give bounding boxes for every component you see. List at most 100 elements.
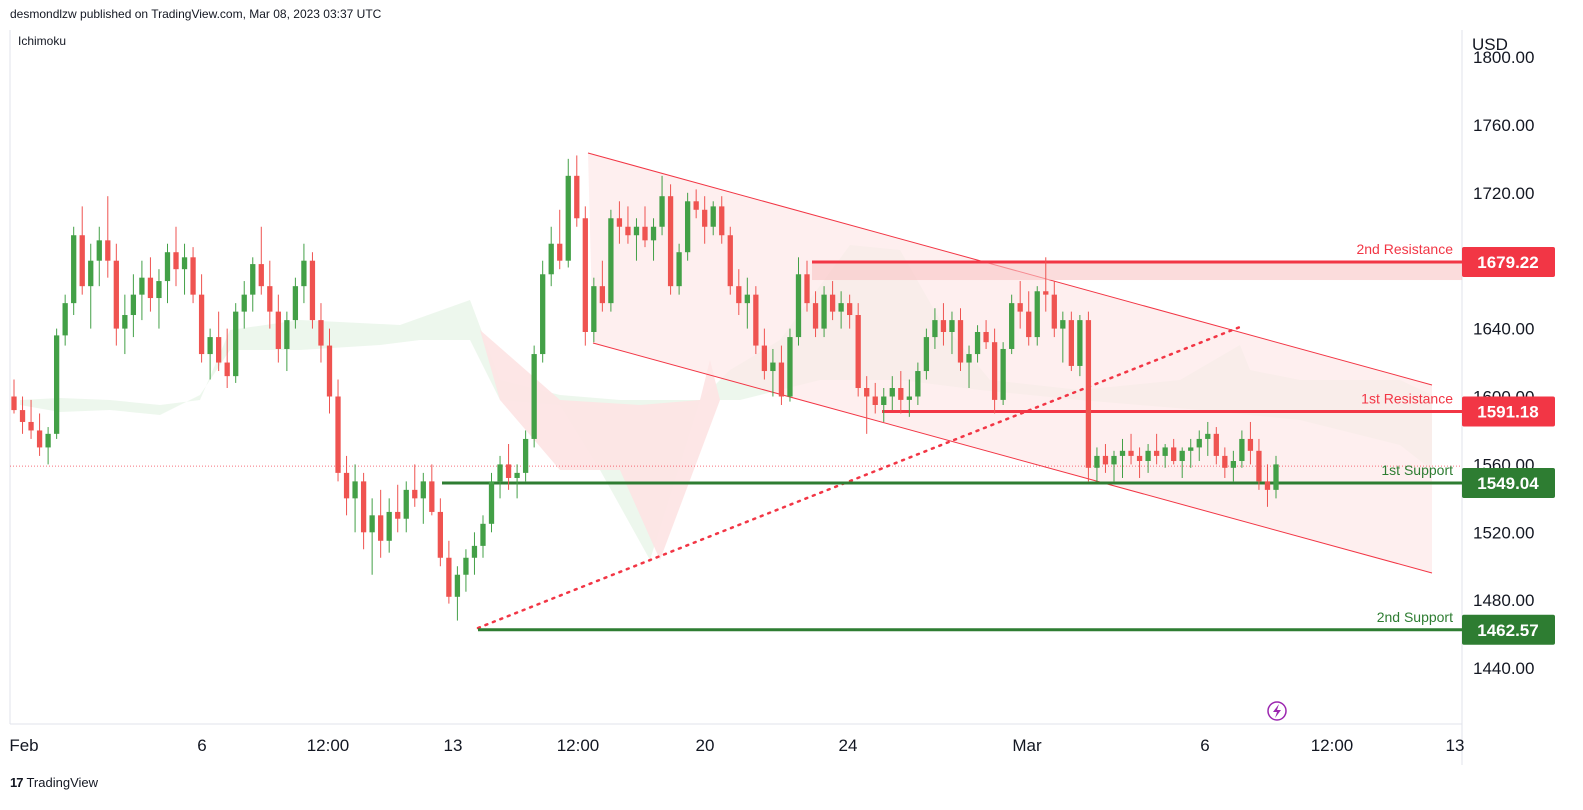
time-axis: Feb 6 12:00 13 12:00 20 24 Mar 6 12:00 13 (9, 736, 1464, 755)
candle-body (642, 226, 648, 241)
price-tag-text-0: 1679.22 (1477, 253, 1538, 272)
candle-body (983, 331, 989, 343)
candle-body (710, 206, 716, 227)
candle-body (557, 243, 563, 261)
candle-body (275, 311, 281, 349)
candle-body (1128, 450, 1134, 456)
candle-body (838, 303, 844, 312)
candle-body (1136, 455, 1143, 462)
candle-body (855, 315, 861, 389)
candle-body (164, 252, 171, 282)
x-tick-label: 12:00 (1311, 736, 1354, 755)
candle-body (446, 557, 452, 597)
candle-body (1051, 294, 1057, 329)
candle-body (318, 320, 324, 346)
candle-body (1239, 438, 1245, 462)
candle-body (1162, 447, 1168, 456)
candle-body (378, 515, 384, 541)
lightning-icon[interactable] (1267, 701, 1287, 721)
candle-body (599, 286, 606, 304)
y-tick-label: 1720.00 (1473, 184, 1534, 203)
candle-body (11, 396, 17, 411)
candle-body (574, 175, 580, 219)
candle-body (795, 274, 802, 338)
candle-body (71, 235, 77, 304)
candle-body (122, 315, 128, 329)
candle-body (471, 545, 478, 558)
candle-body (130, 294, 137, 316)
candle-body (770, 362, 776, 372)
candle-body (190, 257, 196, 295)
cloud-area (20, 245, 1432, 560)
candle-body (676, 252, 682, 287)
candle-body (531, 354, 537, 439)
price-tag-text-1: 1591.18 (1477, 402, 1538, 421)
candle-body (292, 286, 299, 321)
candle-body (1213, 433, 1219, 456)
candle-body (480, 523, 486, 546)
candle-body (872, 396, 878, 405)
brand-name: TradingView (26, 775, 99, 790)
candle-body (343, 472, 350, 499)
candle-body (633, 226, 640, 236)
candle-body (702, 209, 708, 227)
candle-body (335, 396, 341, 473)
candle-body (898, 388, 904, 400)
candle-body (693, 201, 699, 210)
candle-body (1153, 450, 1160, 456)
candle-body (974, 331, 981, 355)
descending-channel (10, 152, 1462, 630)
candle-body (497, 464, 503, 482)
candle-body (113, 260, 119, 329)
publisher-header: desmondlzw published on TradingView.com,… (10, 7, 382, 21)
candle-body (991, 342, 998, 400)
ichimoku-cloud (20, 245, 1432, 560)
candle-body (454, 574, 461, 597)
candle-body (889, 388, 895, 397)
y-tick-label: 1520.00 (1473, 523, 1534, 542)
candle-body (522, 438, 529, 473)
candle-body (1060, 320, 1066, 329)
candle-body (1034, 291, 1040, 338)
candle-body (829, 294, 836, 312)
candle-body (804, 274, 810, 304)
candle-body (360, 481, 367, 533)
candle-body (198, 294, 205, 355)
candle-body (147, 277, 154, 299)
candle-body (864, 388, 870, 397)
candle-body (1000, 348, 1006, 400)
candle-body (736, 286, 742, 304)
candle-body (284, 320, 290, 349)
candle-body (233, 311, 239, 377)
candle-body (53, 335, 60, 434)
candle-body (1102, 455, 1109, 465)
candle-body (650, 226, 657, 241)
candle-body (241, 294, 247, 312)
price-tag-text-3: 1462.57 (1477, 621, 1538, 640)
candle-body (28, 421, 34, 431)
candle-body (216, 337, 222, 363)
candle-body (565, 175, 571, 261)
candle-body (906, 396, 912, 400)
x-tick-label: 12:00 (307, 736, 350, 755)
candle-body (548, 243, 554, 275)
price-axis: 1440.001480.001520.001560.001600.001640.… (1473, 48, 1534, 678)
x-tick-label: 12:00 (557, 736, 600, 755)
price-tag-text-2: 1549.04 (1477, 474, 1539, 493)
price-tag-2 (1462, 468, 1555, 499)
candle-body (156, 281, 162, 299)
candle-body (1111, 455, 1117, 465)
candle-body (719, 206, 725, 236)
candle-body (309, 260, 316, 321)
candle-body (45, 433, 51, 448)
candle-body (1017, 303, 1023, 312)
candle-body (224, 362, 230, 377)
candle-body (684, 201, 691, 253)
candle-body (761, 345, 768, 372)
candle-body (787, 337, 793, 397)
candle-body (591, 286, 597, 332)
x-tick-label: Mar (1012, 736, 1042, 755)
candle-body (62, 303, 68, 336)
candle-body (616, 218, 623, 227)
